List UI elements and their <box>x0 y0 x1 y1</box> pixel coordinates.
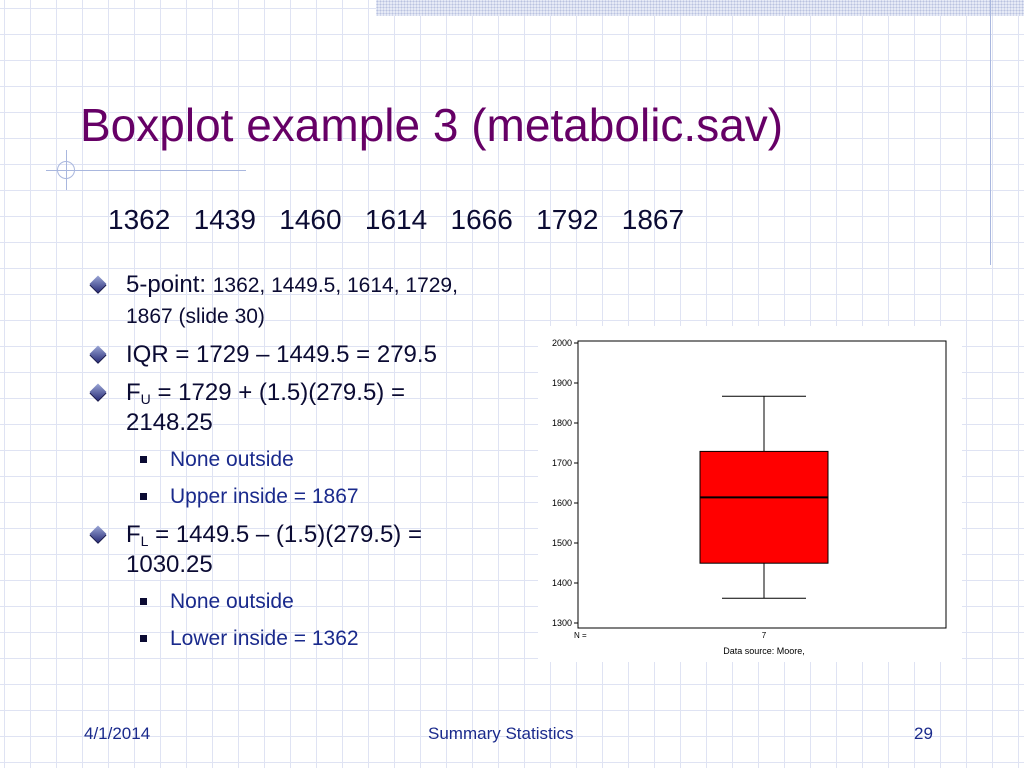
iqr-box <box>699 450 829 564</box>
square-bullet-icon <box>140 635 147 642</box>
sub-bullet: Upper inside = 1867 <box>86 483 526 511</box>
sub-bullet-text: Lower inside = 1362 <box>170 627 359 650</box>
chart-caption: Data source: Moore, <box>723 646 805 656</box>
bullet-subscript: L <box>140 533 149 549</box>
bullet-text: = 1729 + (1.5)(279.5) = <box>150 379 405 406</box>
bullet-text-cont: 1030.25 <box>126 551 213 578</box>
slide-title: Boxplot example 3 (metabolic.sav) <box>80 99 784 151</box>
diamond-bullet-icon <box>89 345 107 363</box>
bullet-upper-fence: FU = 1729 + (1.5)(279.5) = 2148.25 <box>86 378 526 438</box>
y-tick-label: 1400 <box>552 578 572 588</box>
bullet-f: F <box>126 521 141 548</box>
bullet-text: IQR = 1729 – 1449.5 = 279.5 <box>126 341 437 368</box>
footer-date: 4/1/2014 <box>84 724 151 743</box>
sub-bullet-text: Upper inside = 1867 <box>170 485 359 508</box>
diamond-bullet-icon <box>89 525 107 543</box>
diamond-bullet-icon <box>89 275 107 293</box>
decor-circle <box>57 161 75 179</box>
bullet-text-cont: 2148.25 <box>126 409 213 436</box>
bullet-f: F <box>126 379 141 406</box>
bullet-lead: 5-point: <box>126 271 213 298</box>
bullet-list: 5-point: 1362, 1449.5, 1614, 1729, 1867 … <box>86 270 526 662</box>
sub-bullet-text: None outside <box>170 448 294 471</box>
data-values-line: 1362 1439 1460 1614 1666 1792 1867 <box>108 204 685 235</box>
diamond-bullet-icon <box>89 383 107 401</box>
y-tick-label: 1900 <box>552 378 572 388</box>
footer-title: Summary Statistics <box>428 724 574 743</box>
y-tick-label: 1700 <box>552 458 572 468</box>
y-tick-label: 1500 <box>552 538 572 548</box>
bullet-text-cont: 1867 (slide 30) <box>126 305 265 328</box>
bullet-lower-fence: FL = 1449.5 – (1.5)(279.5) = 1030.25 <box>86 520 526 580</box>
y-tick-label: 2000 <box>552 338 572 348</box>
y-tick-label: 1600 <box>552 498 572 508</box>
decor-line-right <box>990 0 991 265</box>
sub-bullet: Lower inside = 1362 <box>86 625 526 653</box>
sub-bullet: None outside <box>86 446 526 474</box>
bullet-text: = 1449.5 – (1.5)(279.5) = <box>148 521 422 548</box>
boxplot-chart: 2000 1900 1800 1700 1600 1500 1400 1300 N = 7 Data… <box>538 326 962 662</box>
sub-bullet-text: None outside <box>170 590 294 613</box>
top-decorative-band <box>376 0 1024 16</box>
n-label: N = <box>574 631 587 640</box>
square-bullet-icon <box>140 598 147 605</box>
bullet-iqr: IQR = 1729 – 1449.5 = 279.5 <box>86 340 526 370</box>
footer-page-number: 29 <box>914 724 933 743</box>
square-bullet-icon <box>140 456 147 463</box>
y-tick-label: 1800 <box>552 418 572 428</box>
bullet-text: 1362, 1449.5, 1614, 1729, <box>212 274 458 297</box>
bullet-subscript: U <box>140 391 151 407</box>
bullet-five-point: 5-point: 1362, 1449.5, 1614, 1729, 1867 … <box>86 270 526 332</box>
decor-line-horizontal <box>46 170 246 171</box>
y-tick-label: 1300 <box>552 618 572 628</box>
n-value: 7 <box>762 631 767 640</box>
square-bullet-icon <box>140 493 147 500</box>
sub-bullet: None outside <box>86 588 526 616</box>
